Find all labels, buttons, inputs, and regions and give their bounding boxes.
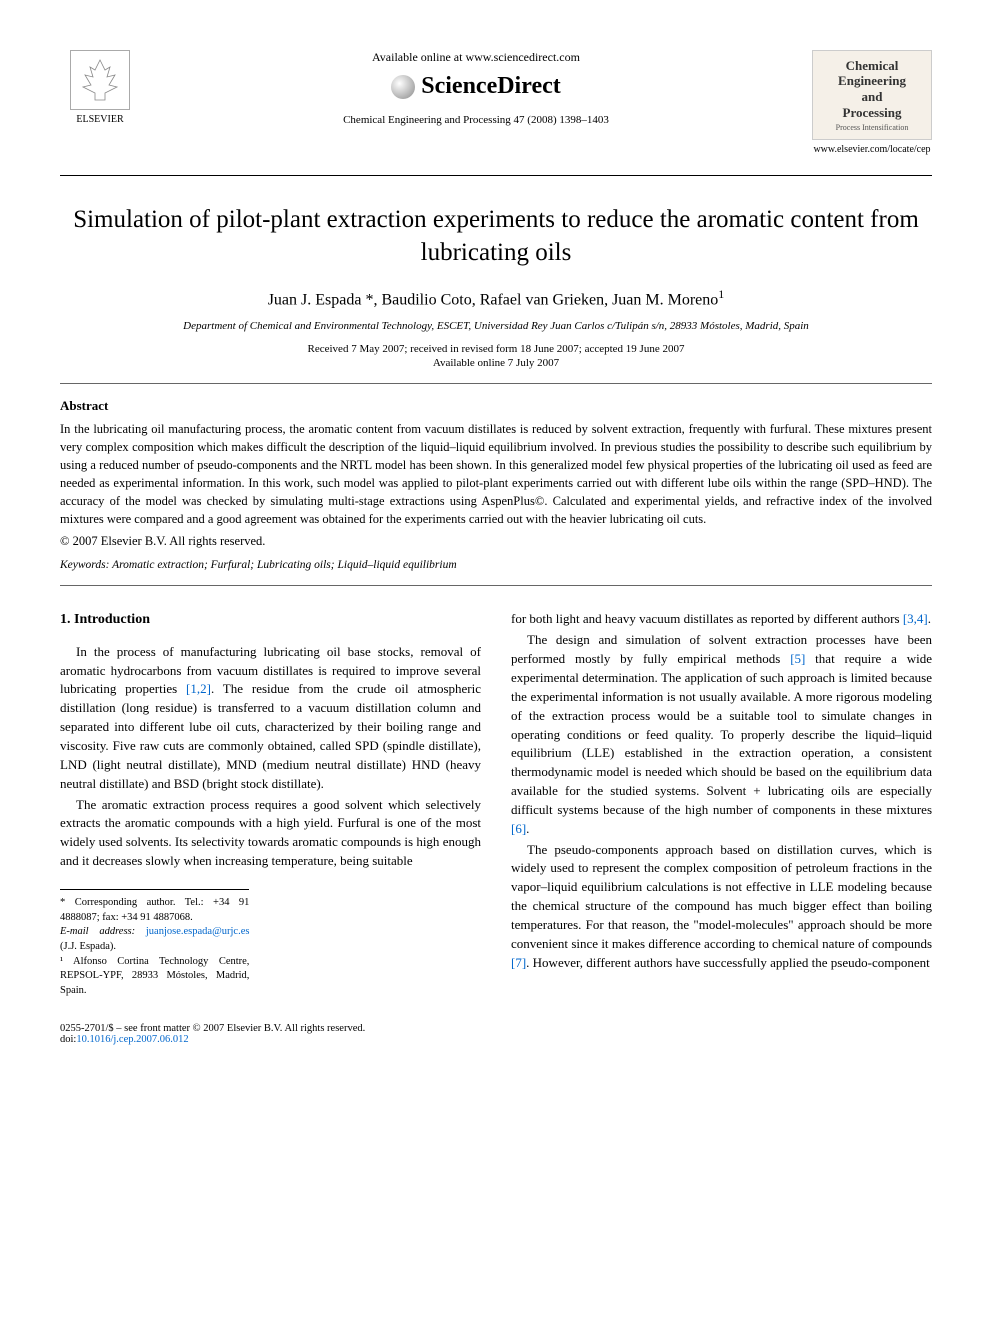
platform-name: ScienceDirect bbox=[421, 73, 561, 100]
keywords-label: Keywords: bbox=[60, 559, 109, 571]
cover-title-line3: and bbox=[862, 89, 883, 105]
cover-title-line1: Chemical bbox=[846, 58, 899, 74]
doi-label: doi: bbox=[60, 1034, 76, 1045]
front-matter: 0255-2701/$ – see front matter © 2007 El… bbox=[60, 1023, 365, 1034]
right-p2c: . bbox=[526, 821, 529, 836]
available-online-text: Available online at www.sciencedirect.co… bbox=[160, 50, 792, 65]
authors-line: Juan J. Espada *, Baudilio Coto, Rafael … bbox=[60, 287, 932, 309]
cite-1-2[interactable]: [1,2] bbox=[186, 681, 211, 696]
footer-left: 0255-2701/$ – see front matter © 2007 El… bbox=[60, 1023, 365, 1045]
cover-title-line4: Processing bbox=[843, 105, 902, 121]
journal-header: ELSEVIER Available online at www.science… bbox=[60, 50, 932, 155]
affiliation: Department of Chemical and Environmental… bbox=[60, 319, 932, 334]
elsevier-tree-icon bbox=[70, 50, 130, 110]
keywords-text: Aromatic extraction; Furfural; Lubricati… bbox=[109, 559, 456, 571]
keywords-line: Keywords: Aromatic extraction; Furfural;… bbox=[60, 559, 932, 571]
received-dates: Received 7 May 2007; received in revised… bbox=[60, 343, 932, 355]
section-1-heading: 1. Introduction bbox=[60, 610, 481, 630]
platform-brand: ScienceDirect bbox=[160, 73, 792, 100]
intro-p1b: . The residue from the crude oil atmosph… bbox=[60, 681, 481, 790]
doi-link[interactable]: 10.1016/j.cep.2007.06.012 bbox=[76, 1034, 188, 1045]
cite-6[interactable]: [6] bbox=[511, 821, 526, 836]
corresponding-author: * Corresponding author. Tel.: +34 91 488… bbox=[60, 896, 249, 925]
header-rule bbox=[60, 175, 932, 176]
author-sup: 1 bbox=[718, 287, 724, 301]
abstract-body: In the lubricating oil manufacturing pro… bbox=[60, 420, 932, 529]
intro-p3: The design and simulation of solvent ext… bbox=[511, 631, 932, 838]
doi-line: doi:10.1016/j.cep.2007.06.012 bbox=[60, 1034, 365, 1045]
page-footer: 0255-2701/$ – see front matter © 2007 El… bbox=[60, 1023, 932, 1045]
cover-subtitle: Process Intensification bbox=[836, 123, 909, 132]
abstract-bottom-rule bbox=[60, 585, 932, 586]
cover-box: Chemical Engineering and Processing Proc… bbox=[812, 50, 932, 140]
email-link[interactable]: juanjose.espada@urjc.es bbox=[146, 926, 250, 937]
footnote-1: ¹ Alfonso Cortina Technology Centre, REP… bbox=[60, 955, 249, 999]
publisher-logo: ELSEVIER bbox=[60, 50, 140, 140]
publisher-name: ELSEVIER bbox=[76, 114, 123, 125]
intro-p1: In the process of manufacturing lubricat… bbox=[60, 643, 481, 794]
footnotes-block: * Corresponding author. Tel.: +34 91 488… bbox=[60, 889, 249, 999]
abstract-top-rule bbox=[60, 383, 932, 384]
email-line: E-mail address: juanjose.espada@urjc.es … bbox=[60, 925, 249, 954]
abstract-copyright: © 2007 Elsevier B.V. All rights reserved… bbox=[60, 534, 932, 549]
intro-p1-cont: for both light and heavy vacuum distilla… bbox=[511, 610, 932, 629]
right-p3a: The pseudo-components approach based on … bbox=[511, 842, 932, 951]
available-date: Available online 7 July 2007 bbox=[60, 357, 932, 369]
cover-title-line2: Engineering bbox=[838, 73, 906, 89]
journal-cover: Chemical Engineering and Processing Proc… bbox=[812, 50, 932, 155]
journal-reference: Chemical Engineering and Processing 47 (… bbox=[160, 114, 792, 126]
intro-p4: The pseudo-components approach based on … bbox=[511, 841, 932, 973]
authors-text: Juan J. Espada *, Baudilio Coto, Rafael … bbox=[268, 291, 719, 308]
right-p1a: for both light and heavy vacuum distilla… bbox=[511, 611, 903, 626]
intro-p2: The aromatic extraction process requires… bbox=[60, 796, 481, 871]
abstract-heading: Abstract bbox=[60, 398, 932, 414]
email-label: E-mail address: bbox=[60, 926, 135, 937]
cite-3-4[interactable]: [3,4] bbox=[903, 611, 928, 626]
cite-7[interactable]: [7] bbox=[511, 955, 526, 970]
email-name: (J.J. Espada). bbox=[60, 941, 116, 952]
journal-url: www.elsevier.com/locate/cep bbox=[812, 144, 932, 155]
sciencedirect-icon bbox=[391, 75, 415, 99]
right-column: for both light and heavy vacuum distilla… bbox=[511, 610, 932, 998]
left-column: 1. Introduction In the process of manufa… bbox=[60, 610, 481, 998]
header-center: Available online at www.sciencedirect.co… bbox=[140, 50, 812, 126]
body-columns: 1. Introduction In the process of manufa… bbox=[60, 610, 932, 998]
article-title: Simulation of pilot-plant extraction exp… bbox=[60, 204, 932, 269]
right-p1b: . bbox=[928, 611, 931, 626]
cite-5[interactable]: [5] bbox=[790, 651, 805, 666]
right-p3b: . However, different authors have succes… bbox=[526, 955, 930, 970]
right-p2b: that require a wide experimental determi… bbox=[511, 651, 932, 817]
